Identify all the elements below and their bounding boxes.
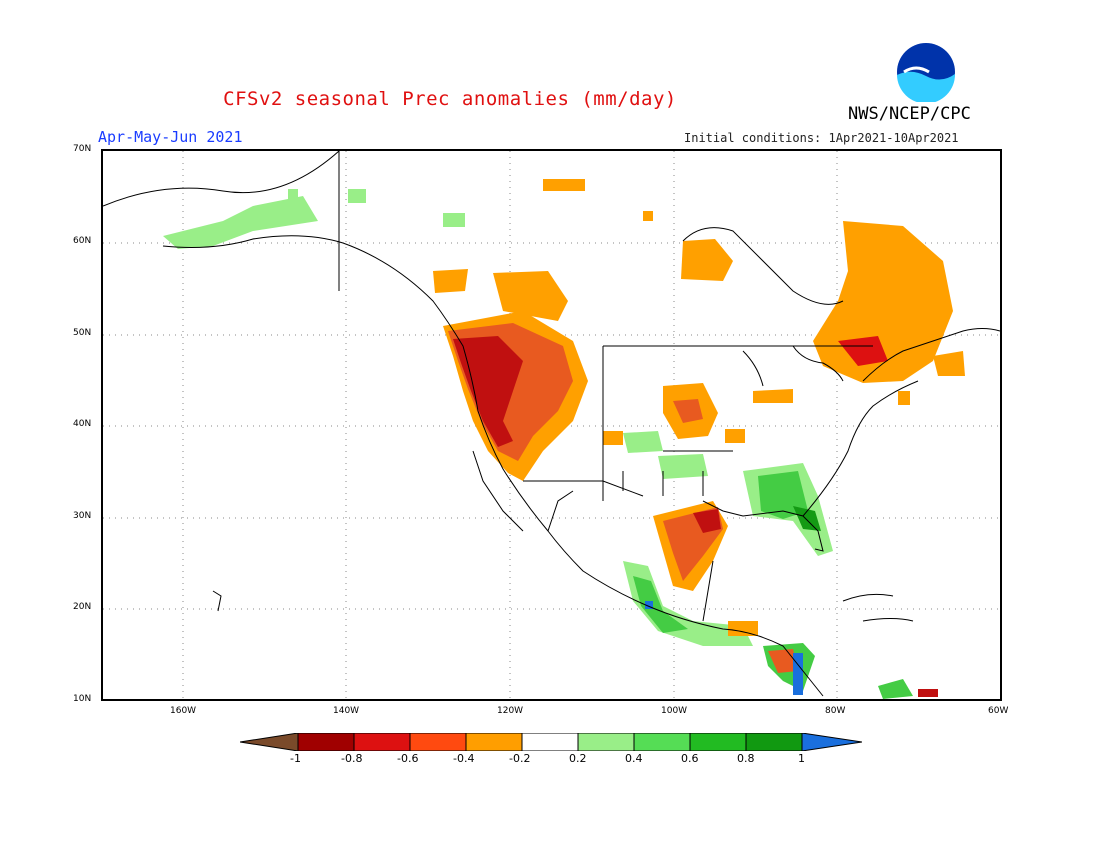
colorbar-label: -0.6 <box>397 752 419 765</box>
colorbar-label: -0.2 <box>509 752 531 765</box>
map-panel <box>101 149 1002 701</box>
colorbar-label: 0.8 <box>737 752 755 765</box>
colorbar-segment <box>521 733 579 751</box>
colorbar-segment <box>353 733 411 751</box>
map-title: CFSv2 seasonal Prec anomalies (mm/day) <box>223 88 677 110</box>
lat-label-20n: 20N <box>73 602 92 612</box>
colorbar-segment <box>745 733 803 751</box>
lat-label-10n: 10N <box>73 694 92 704</box>
initial-conditions-label: Initial conditions: 1Apr2021-10Apr2021 <box>684 131 959 145</box>
colorbar-label: 1 <box>798 752 805 765</box>
colorbar-label: 0.4 <box>625 752 643 765</box>
lon-label-100w: 100W <box>661 706 688 716</box>
colorbar-segment <box>409 733 467 751</box>
lat-label-60n: 60N <box>73 236 92 246</box>
lon-label-140w: 140W <box>333 706 360 716</box>
agency-label: NWS/NCEP/CPC <box>848 104 971 124</box>
colorbar-label: -1 <box>290 752 301 765</box>
lat-label-70n: 70N <box>73 144 92 154</box>
lat-label-40n: 40N <box>73 419 92 429</box>
colorbar-label: 0.2 <box>569 752 587 765</box>
noaa-logo-icon <box>897 43 956 102</box>
colorbar-label: -0.8 <box>341 752 363 765</box>
colorbar-label: 0.6 <box>681 752 699 765</box>
coastlines <box>102 150 1001 697</box>
colorbar-label: -0.4 <box>453 752 475 765</box>
lon-label-120w: 120W <box>497 706 524 716</box>
colorbar-segment <box>689 733 747 751</box>
lon-label-160w: 160W <box>170 706 197 716</box>
colorbar-segment <box>465 733 523 751</box>
map-gridlines <box>103 151 1000 699</box>
colorbar-segment <box>633 733 691 751</box>
colorbar-segment-below-min <box>240 733 299 751</box>
colorbar <box>240 733 862 751</box>
colorbar-segment <box>577 733 635 751</box>
anomaly-regions <box>163 179 965 699</box>
anomaly-map <box>102 150 1001 699</box>
season-label: Apr-May-Jun 2021 <box>98 128 243 146</box>
lat-label-30n: 30N <box>73 511 92 521</box>
lat-label-50n: 50N <box>73 328 92 338</box>
lon-label-60w: 60W <box>988 706 1009 716</box>
lon-label-80w: 80W <box>825 706 846 716</box>
colorbar-segment-above-max <box>801 733 862 751</box>
colorbar-segment <box>297 733 355 751</box>
